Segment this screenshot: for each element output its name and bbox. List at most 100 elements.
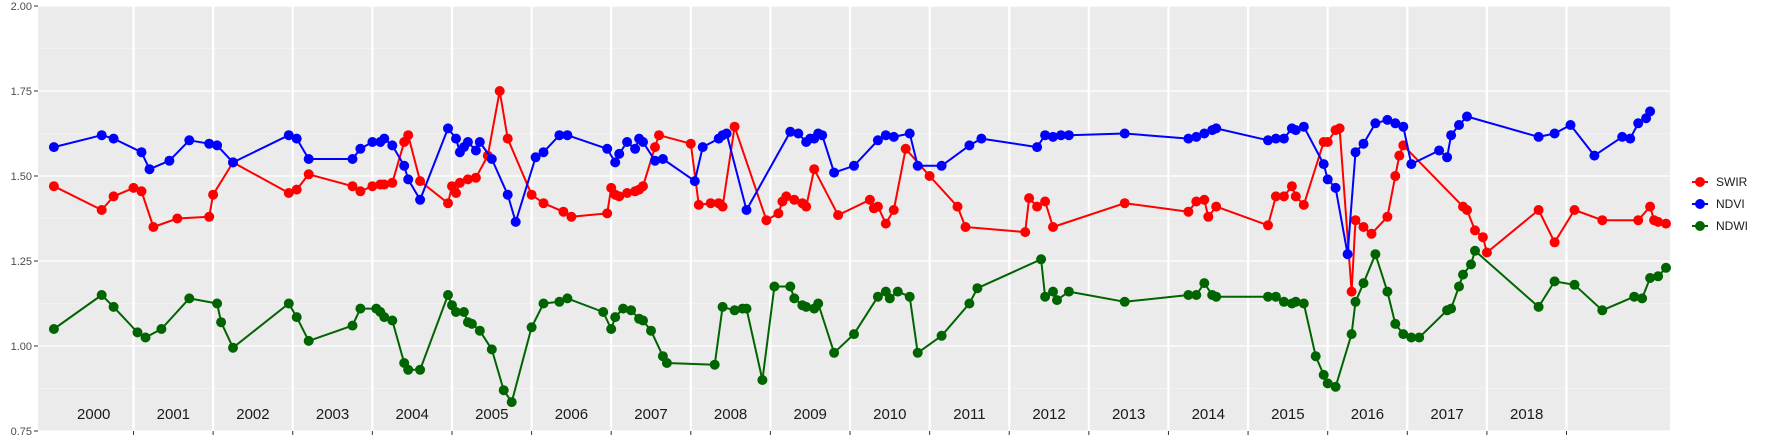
ndvi-point xyxy=(793,128,804,139)
swir-point xyxy=(833,210,844,221)
ndvi-point xyxy=(347,154,358,164)
swir-point xyxy=(1048,222,1058,232)
ndwi-point xyxy=(964,298,975,309)
year-label: 2012 xyxy=(1032,406,1065,423)
year-label: 2010 xyxy=(873,406,906,423)
series-ndwi xyxy=(48,245,1671,408)
ndvi-point xyxy=(136,147,147,158)
swir-point xyxy=(1290,191,1301,202)
ndwi-point xyxy=(741,303,752,314)
ndvi-point xyxy=(1625,133,1636,144)
ndwi-point xyxy=(1036,254,1047,265)
ndwi-point xyxy=(1350,296,1361,307)
ndvi-point xyxy=(403,174,414,185)
ndvi-point xyxy=(228,157,238,168)
swir-point xyxy=(291,184,302,195)
ndwi-point xyxy=(1358,278,1369,289)
swir-point xyxy=(1278,191,1289,202)
ndvi-point xyxy=(451,133,461,144)
ndwi-point xyxy=(829,347,840,358)
swir-point xyxy=(1203,211,1214,222)
year-label: 2005 xyxy=(475,406,508,423)
swir-point xyxy=(415,176,426,187)
ndwi-point xyxy=(498,385,509,396)
swir-point xyxy=(1661,218,1671,229)
ndwi-point xyxy=(458,307,469,317)
ndwi-point xyxy=(813,298,824,309)
ndwi-point xyxy=(355,303,366,314)
ndvi-point xyxy=(689,176,700,187)
ndvi-point xyxy=(96,130,107,141)
swir-point xyxy=(526,189,537,200)
ndwi-point xyxy=(1653,271,1664,282)
ndvi-point xyxy=(144,164,155,175)
ndwi-point xyxy=(451,307,461,317)
ndwi-point xyxy=(1346,329,1357,340)
ndvi-point xyxy=(1263,135,1273,146)
swir-point xyxy=(204,211,215,222)
swir-point xyxy=(128,182,139,193)
ndwi-point xyxy=(1382,286,1393,297)
ndwi-point xyxy=(972,283,983,294)
ndwi-point xyxy=(1458,269,1468,280)
ndvi-point xyxy=(530,152,541,163)
ndwi-point xyxy=(646,325,656,336)
ndwi-point xyxy=(466,318,477,329)
ndvi-point xyxy=(904,128,915,139)
ndvi-point xyxy=(1549,128,1560,139)
ndwi-point xyxy=(216,317,227,328)
ndvi-point xyxy=(355,143,366,154)
ndvi-point xyxy=(912,160,923,171)
ndvi-point xyxy=(622,137,633,147)
ndvi-point xyxy=(1446,130,1457,141)
swir-point xyxy=(872,201,883,212)
swir-point xyxy=(761,215,772,226)
swir-point xyxy=(638,181,648,192)
swir-point xyxy=(403,130,414,141)
ndvi-point xyxy=(1119,128,1130,139)
swir-point xyxy=(693,199,704,210)
year-label: 2002 xyxy=(236,406,269,423)
year-label: 2015 xyxy=(1271,406,1304,423)
swir-point xyxy=(1199,194,1210,205)
swir-point xyxy=(494,86,505,96)
swir-point xyxy=(654,130,664,141)
ndvi-point xyxy=(1290,125,1301,136)
ndwi-point xyxy=(379,312,390,323)
ndvi-point xyxy=(399,160,410,171)
ndwi-point xyxy=(1370,249,1381,260)
ndvi-point xyxy=(387,140,398,151)
swir-point xyxy=(462,174,473,185)
ndvi-point xyxy=(1199,128,1210,139)
swir-point xyxy=(1477,232,1488,243)
swir-point xyxy=(1549,237,1560,248)
ndwi-point xyxy=(506,397,517,408)
swir-point xyxy=(1334,123,1345,134)
ndwi-point xyxy=(661,358,672,368)
ndvi-point xyxy=(554,130,565,141)
ndwi-point xyxy=(1533,301,1544,312)
swir-point xyxy=(1040,196,1051,207)
ndvi-point xyxy=(741,205,752,215)
swir-point xyxy=(864,194,875,205)
ndwi-point xyxy=(904,291,915,302)
ndvi-point xyxy=(1322,174,1333,185)
ndvi-point xyxy=(614,148,625,159)
ndwi-point xyxy=(1414,332,1425,343)
ndwi-point xyxy=(717,301,728,312)
ndwi-point xyxy=(108,301,119,312)
swir-point xyxy=(1462,205,1472,215)
year-label: 2011 xyxy=(953,406,985,423)
swir-point xyxy=(347,181,358,192)
year-label: 2017 xyxy=(1430,406,1463,423)
legend-key-point xyxy=(1695,199,1705,209)
swir-point xyxy=(454,177,465,188)
ndvi-point xyxy=(1056,130,1066,141)
legend-item-swir: SWIR xyxy=(1690,172,1748,192)
ndwi-point xyxy=(849,329,859,340)
ndwi-point xyxy=(785,281,796,292)
swir-point xyxy=(1183,206,1194,217)
year-label: 2007 xyxy=(634,406,667,423)
ndvi-point xyxy=(1040,130,1051,141)
ndvi-point xyxy=(630,143,641,154)
